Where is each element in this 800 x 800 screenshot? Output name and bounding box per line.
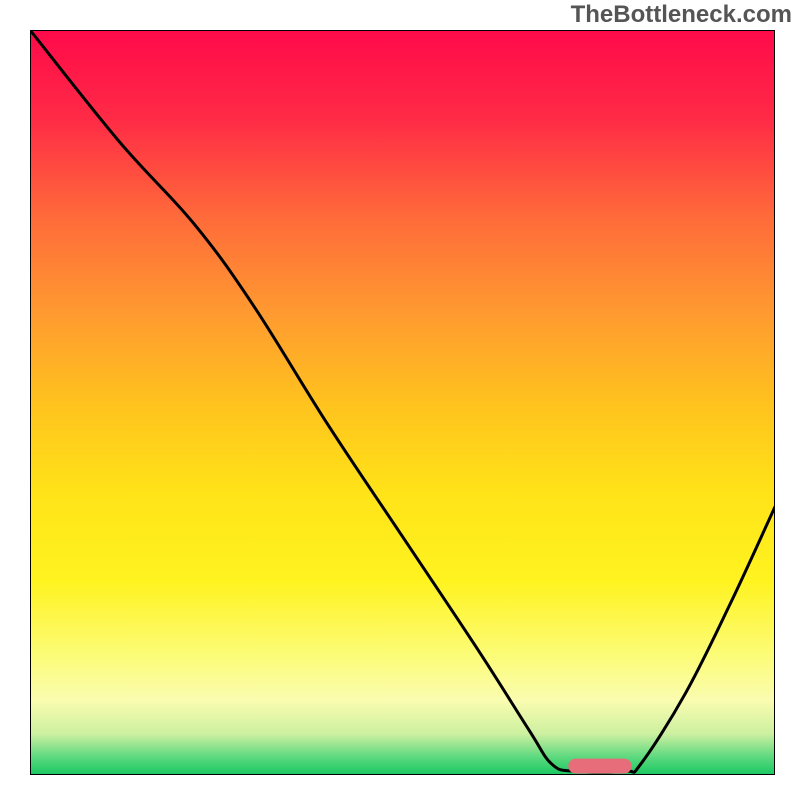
chart-plot — [30, 30, 775, 775]
plot-background — [30, 30, 775, 775]
watermark-text: TheBottleneck.com — [571, 1, 792, 29]
chart-svg — [30, 30, 775, 775]
minimum-marker — [568, 759, 631, 774]
chart-stage: TheBottleneck.com — [0, 0, 800, 800]
